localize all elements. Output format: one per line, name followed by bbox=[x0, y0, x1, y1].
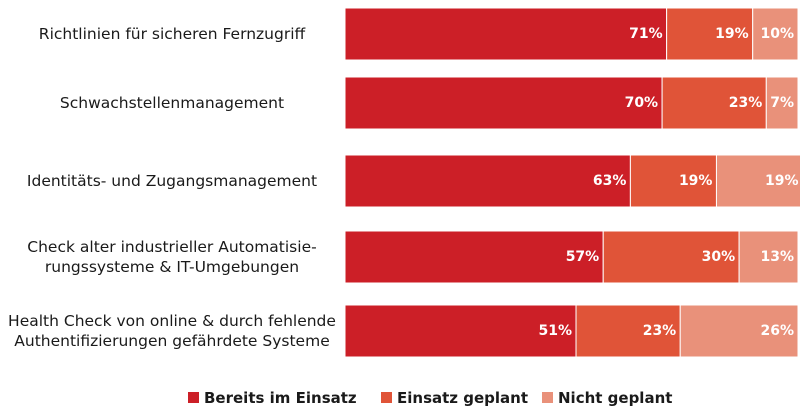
category-label: rungssysteme & IT-Umgebungen bbox=[45, 258, 299, 276]
category-labels: Richtlinien für sicheren Fernzugriff Schw… bbox=[8, 25, 336, 350]
data-label: 23% bbox=[643, 323, 677, 339]
data-label: 51% bbox=[539, 323, 573, 339]
data-label: 13% bbox=[760, 249, 794, 265]
bar-segment bbox=[661, 76, 767, 130]
data-label: 57% bbox=[566, 249, 600, 265]
legend-entry: Nicht geplant bbox=[558, 389, 672, 407]
category-label: Check alter industrieller Automatisie- bbox=[27, 238, 316, 256]
data-label: 30% bbox=[702, 249, 736, 265]
bar-segment bbox=[602, 230, 740, 284]
bar-segment bbox=[344, 154, 631, 208]
data-label: 19% bbox=[765, 173, 799, 189]
data-label: 23% bbox=[729, 95, 763, 111]
data-label: 7% bbox=[770, 95, 794, 111]
data-label: 70% bbox=[625, 95, 659, 111]
data-label: 71% bbox=[629, 26, 663, 42]
bar-segment bbox=[575, 304, 681, 358]
legend-entry: Bereits im Einsatz bbox=[204, 389, 357, 407]
legend-swatch bbox=[542, 392, 553, 403]
data-label: 19% bbox=[679, 173, 713, 189]
legend-swatch bbox=[381, 392, 392, 403]
category-label: Identitäts- und Zugangsmanagement bbox=[27, 172, 317, 190]
bar-segment bbox=[344, 76, 663, 130]
bar-segment bbox=[629, 154, 717, 208]
data-label: 26% bbox=[760, 323, 794, 339]
data-label: 10% bbox=[760, 26, 794, 42]
bar-segment bbox=[666, 7, 754, 61]
legend: Bereits im Einsatz Einsatz geplant Nicht g… bbox=[188, 389, 672, 407]
bar-segment bbox=[679, 304, 799, 358]
bar-segment bbox=[344, 230, 604, 284]
bars: 71% 19% 10% 70% 23% 7% 63% 19% 19% 57% 30% 13% 51% 23… bbox=[344, 7, 800, 358]
category-label: Health Check von online & durch fehlende bbox=[8, 312, 336, 330]
category-label: Authentifizierungen gefährdete Systeme bbox=[14, 332, 329, 350]
legend-swatch bbox=[188, 392, 199, 403]
data-label: 19% bbox=[715, 26, 749, 42]
category-label: Schwachstellenmanagement bbox=[60, 94, 284, 112]
legend-entry: Einsatz geplant bbox=[397, 389, 528, 407]
bar-segment bbox=[765, 76, 799, 130]
category-label: Richtlinien für sicheren Fernzugriff bbox=[39, 25, 306, 43]
bar-segment bbox=[752, 7, 799, 61]
data-label: 63% bbox=[593, 173, 627, 189]
bar-segment bbox=[715, 154, 800, 208]
bar-segment bbox=[738, 230, 799, 284]
bar-segment bbox=[344, 7, 668, 61]
